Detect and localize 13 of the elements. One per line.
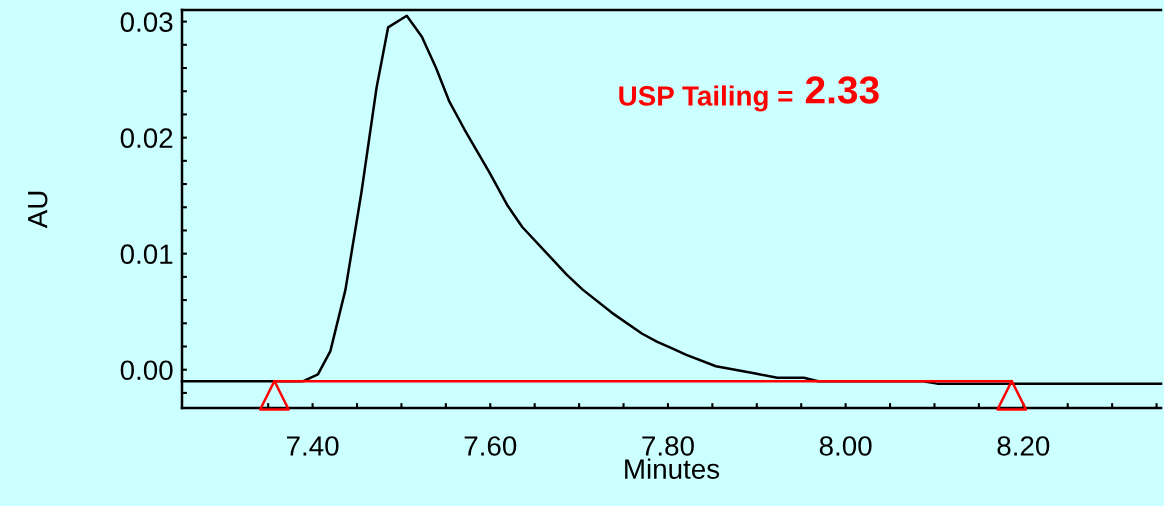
y-tick-label: 0.03 xyxy=(120,12,173,32)
x-tick-label: 7.80 xyxy=(642,436,694,456)
x-axis-title: Minutes xyxy=(625,458,720,479)
annotation: 2.33 xyxy=(805,76,879,104)
x-tick-label: 8.00 xyxy=(819,436,872,456)
annotation: USP Tailing = xyxy=(619,85,793,112)
y-tick-label: 0.00 xyxy=(120,360,173,381)
x-tick-label: 7.40 xyxy=(286,436,339,456)
y-tick-label: 0.01 xyxy=(120,244,173,265)
x-tick-label: 7.60 xyxy=(464,436,517,456)
y-axis-title: AU xyxy=(28,191,48,229)
x-tick-label: 8.20 xyxy=(997,436,1050,456)
y-tick-label: 0.02 xyxy=(120,128,173,148)
